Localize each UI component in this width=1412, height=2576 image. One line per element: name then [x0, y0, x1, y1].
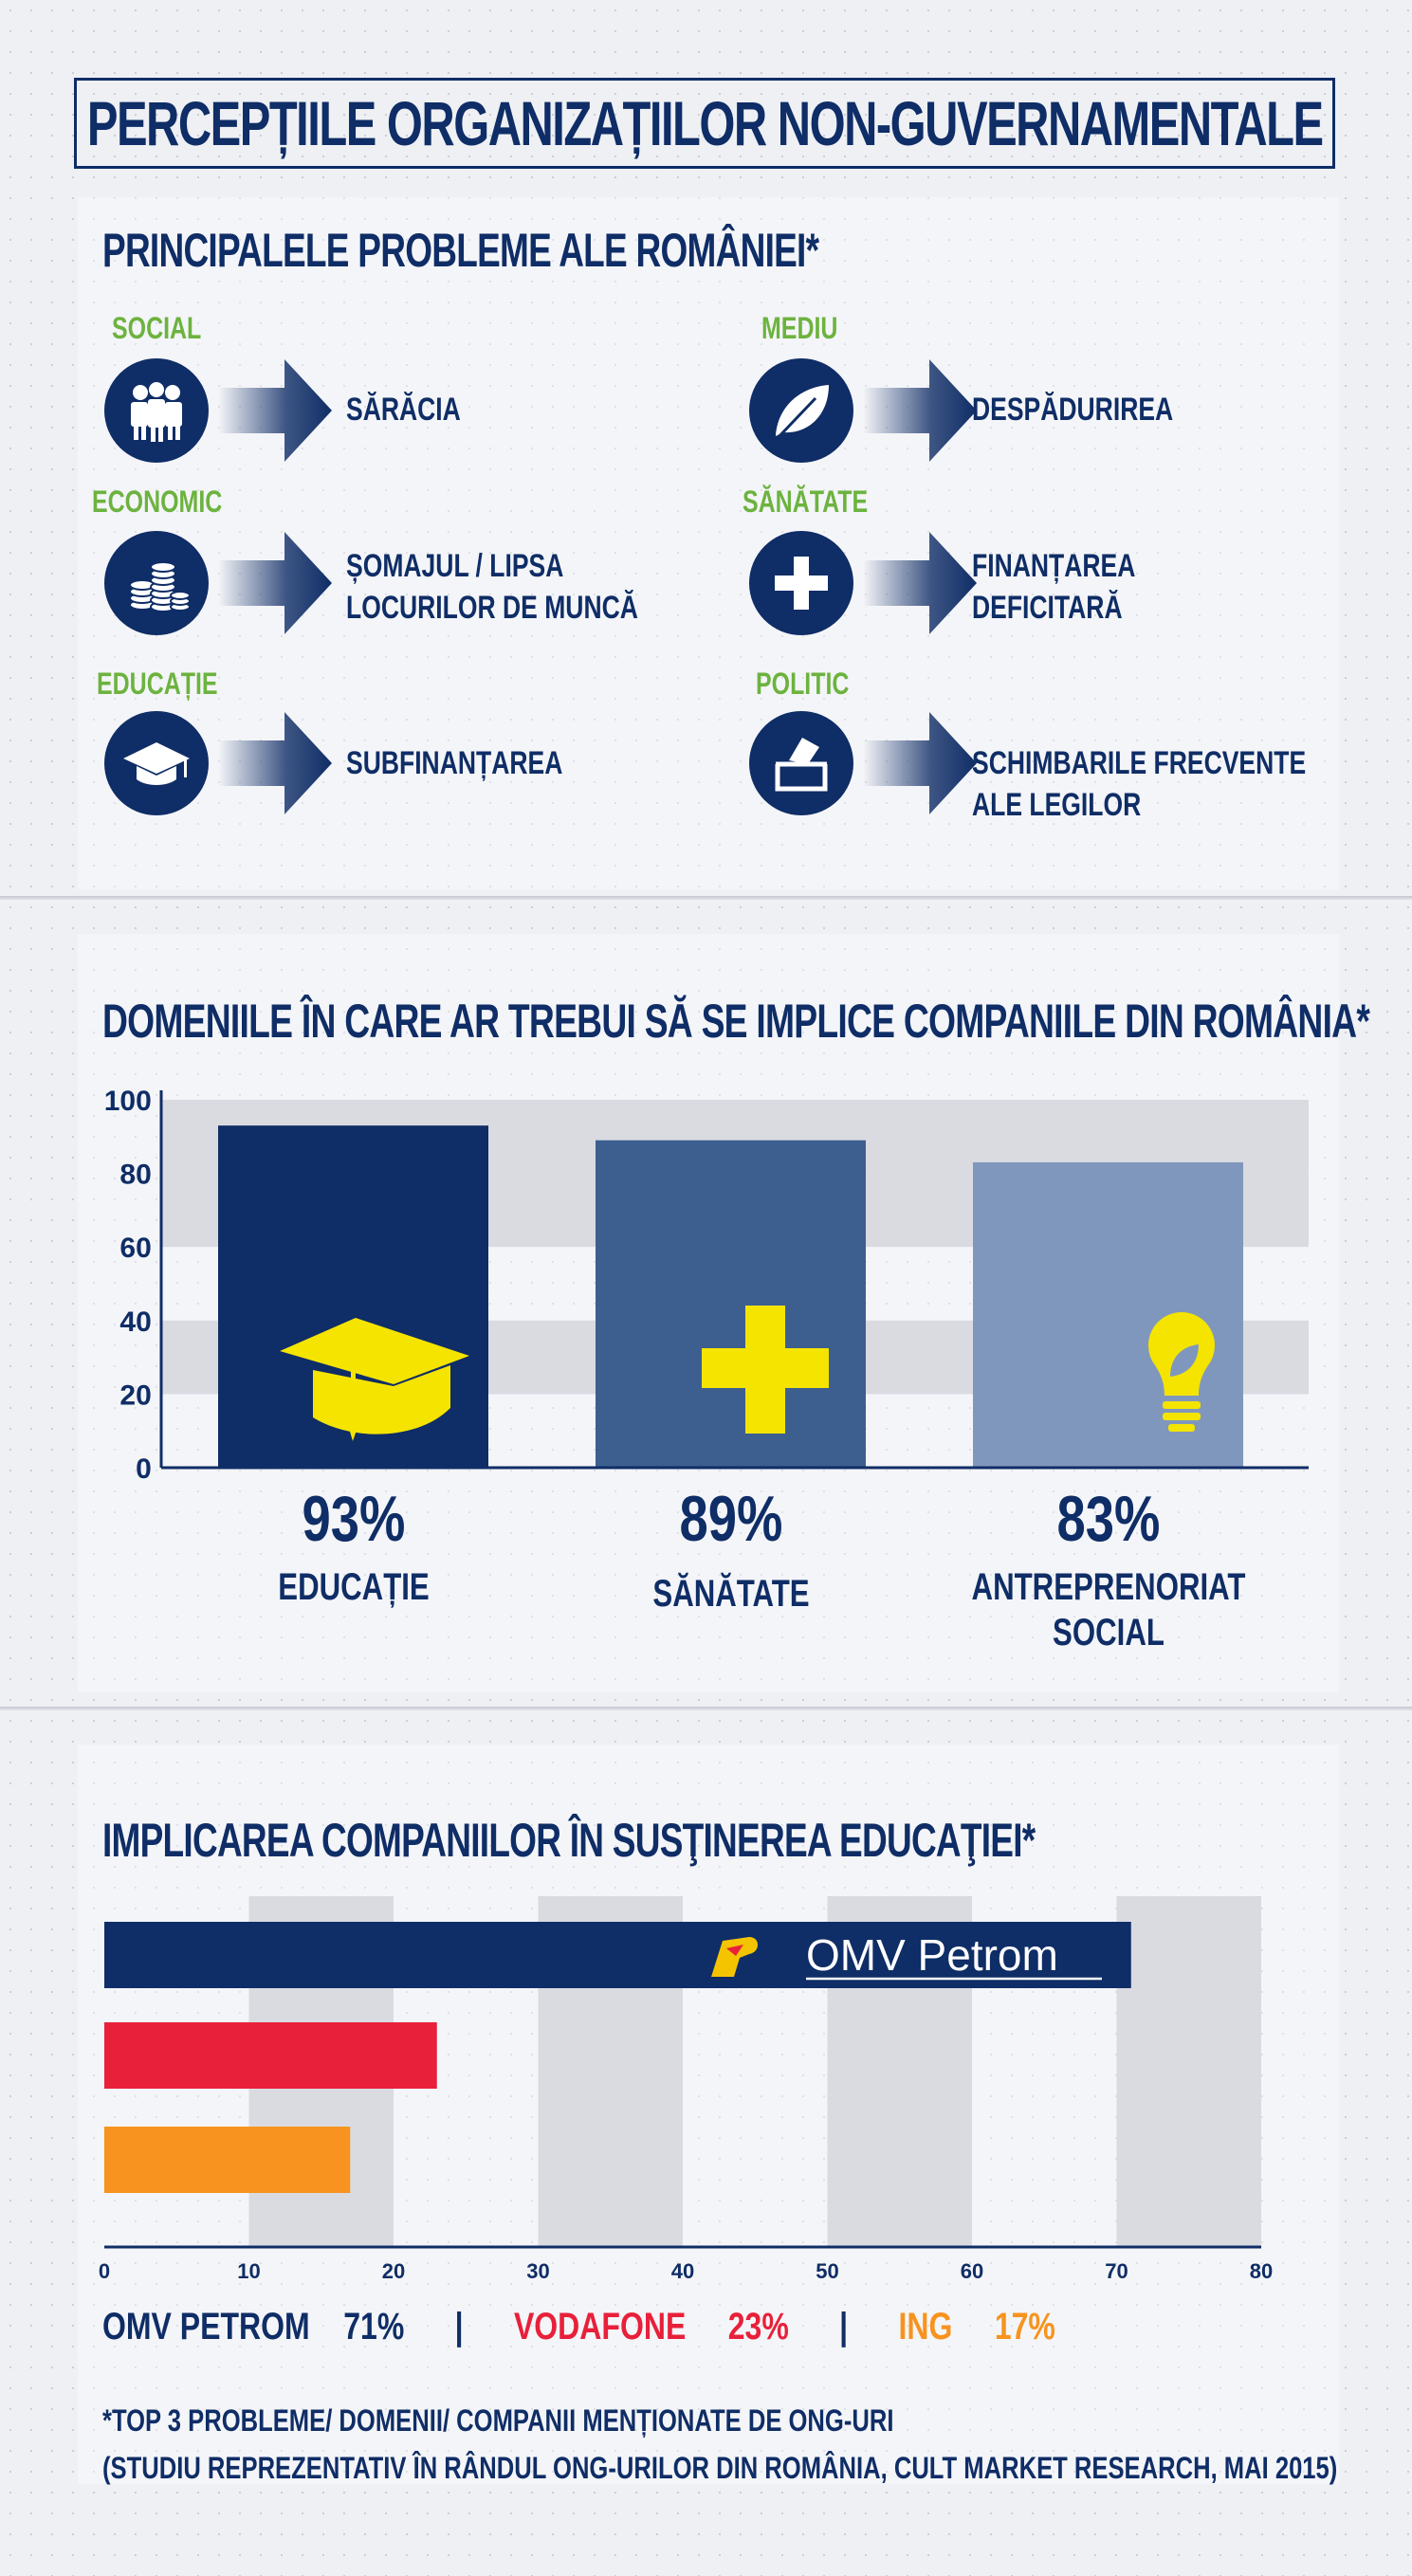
problem-category-label: POLITIC — [756, 667, 850, 701]
problem-text: FINANȚAREA — [972, 548, 1136, 584]
education-bar-chart: OMV Petrom 0 10 20 30 40 50 60 70 80 — [99, 1896, 1273, 2280]
hbar-1 — [104, 2022, 437, 2089]
problem-text: SUBFINANȚAREA — [346, 745, 563, 781]
main-title: PERCEPȚIILE ORGANIZAȚIILOR NON-GUVERNAME… — [74, 78, 1335, 169]
section-divider — [0, 1707, 1412, 1710]
arrow-icon — [863, 359, 977, 466]
bar-2 — [973, 1161, 1243, 1468]
x-tick-label: 70 — [1105, 2259, 1128, 2280]
legend-ing-name: ING — [898, 2306, 953, 2348]
domain-percent-label: 89% — [679, 1483, 782, 1555]
domain-category-label: SĂNĂTATE — [651, 1573, 810, 1615]
legend-omv-name: OMV PETROM — [102, 2306, 310, 2348]
footnote-line2: (STUDIU REPREZENTATIV ÎN RÂNDUL ONG-URIL… — [102, 2451, 1338, 2485]
legend-separator: | — [839, 2306, 849, 2348]
graduation-cap-icon — [280, 1318, 469, 1441]
problem-category-label: MEDIU — [761, 311, 838, 345]
arrow-icon — [218, 359, 332, 466]
domain-percent-label: 83% — [1056, 1483, 1160, 1555]
problem-text: LOCURILOR DE MUNCĂ — [346, 590, 638, 626]
problem-category-label: SĂNĂTATE — [743, 484, 869, 519]
y-tick-label: 40 — [119, 1306, 151, 1338]
section-divider — [0, 896, 1412, 900]
x-tick-label: 60 — [961, 2259, 983, 2280]
domain-category-label: EDUCAȚIE — [277, 1566, 430, 1608]
domain-category-label: ANTREPRENORIAT SOCIAL — [971, 1566, 1245, 1653]
arrow-icon — [863, 712, 977, 819]
omv-logo-text: OMV Petrom — [806, 1930, 1058, 1980]
x-tick-label: 80 — [1250, 2259, 1273, 2280]
x-tick-label: 30 — [526, 2259, 549, 2280]
arrow-icon — [218, 532, 332, 639]
plus-icon — [702, 1306, 829, 1434]
domain-percent-label: 93% — [302, 1483, 405, 1555]
hbar-2 — [104, 2127, 351, 2193]
y-tick-label: 20 — [119, 1379, 151, 1411]
grid-band — [1116, 1896, 1261, 2247]
people-group-icon — [104, 358, 209, 463]
x-tick-label: 40 — [671, 2259, 694, 2280]
lightbulb-leaf-icon — [1148, 1312, 1215, 1432]
problem-text: ALE LEGILOR — [972, 787, 1142, 823]
arrow-icon — [863, 532, 977, 639]
legend-omv-value: 71% — [343, 2306, 405, 2348]
coin-stacks-icon — [104, 531, 209, 635]
bar-1 — [596, 1140, 866, 1468]
problem-text: SCHIMBARILE FRECVENTE — [972, 745, 1307, 781]
graduation-cap-icon — [104, 711, 209, 815]
legend-vodafone-name: VODAFONE — [513, 2306, 687, 2348]
ballot-box-icon — [749, 711, 853, 815]
problem-category-label: ECONOMIC — [92, 484, 223, 519]
education-legend: OMV PETROM 71% | VODAFONE 23% | ING 17% — [102, 2306, 1055, 2348]
legend-ing-value: 17% — [994, 2306, 1055, 2348]
problem-text: DESPĂDURIREA — [972, 392, 1174, 428]
x-tick-label: 10 — [237, 2259, 260, 2280]
x-tick-label: 20 — [382, 2259, 405, 2280]
footnote-line1: *TOP 3 PROBLEME/ DOMENII/ COMPANII MENȚI… — [102, 2403, 894, 2438]
leaf-icon — [749, 358, 853, 463]
x-tick-label: 50 — [816, 2259, 838, 2280]
problem-text: DEFICITARĂ — [972, 590, 1123, 626]
problem-category-label: EDUCAȚIE — [97, 667, 218, 701]
domains-title: DOMENIILE ÎN CARE AR TREBUI SĂ SE IMPLIC… — [102, 995, 1370, 1048]
domains-bar-chart: 0 20 40 60 80 100 — [104, 1086, 1309, 1485]
x-tick-label: 0 — [99, 2259, 110, 2280]
y-tick-label: 100 — [104, 1086, 152, 1117]
problem-category-label: SOCIAL — [112, 311, 202, 345]
y-tick-label: 60 — [119, 1233, 151, 1264]
legend-vodafone-value: 23% — [727, 2306, 789, 2348]
education-title: IMPLICAREA COMPANIILOR ÎN SUSŢINEREA EDU… — [102, 1814, 1036, 1867]
arrow-icon — [218, 712, 332, 819]
problem-text: SĂRĂCIA — [346, 392, 461, 428]
problems-title: PRINCIPALELE PROBLEME ALE ROMÂNIEI* — [102, 224, 819, 277]
medical-cross-icon — [749, 531, 853, 635]
hbar-0 — [104, 1922, 1131, 1988]
problem-text: ȘOMAJUL / LIPSA — [346, 548, 564, 584]
legend-separator: | — [454, 2306, 464, 2348]
y-tick-label: 80 — [119, 1160, 151, 1191]
omv-petrom-logo — [711, 1937, 1102, 1981]
y-tick-label: 0 — [136, 1453, 152, 1485]
